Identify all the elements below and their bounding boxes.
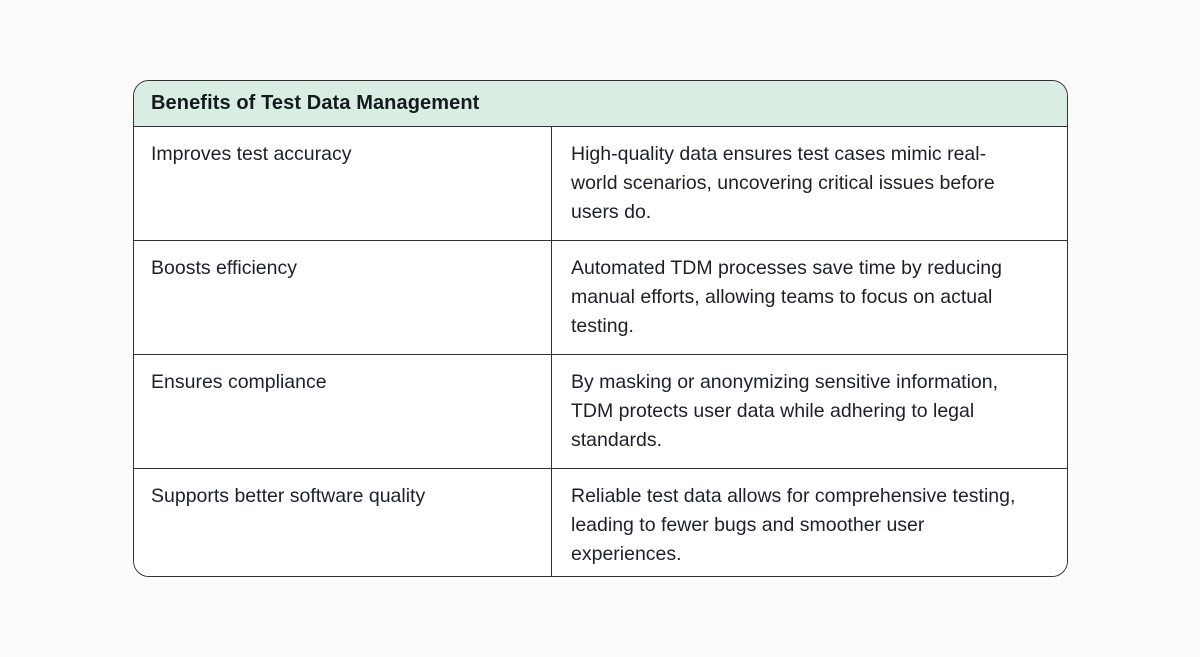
table-title: Benefits of Test Data Management: [134, 81, 1067, 127]
benefit-description-cell: By masking or anonymizing sensitive info…: [571, 371, 999, 451]
benefit-description-cell: Reliable test data allows for comprehens…: [571, 485, 1016, 565]
benefit-description-cell: High-quality data ensures test cases mim…: [571, 143, 995, 223]
benefit-name-cell: Supports better software quality: [134, 469, 552, 576]
table-row: Ensures compliance By masking or anonymi…: [134, 355, 1067, 469]
table-row: Supports better software quality Reliabl…: [134, 469, 1067, 576]
benefit-name-cell: Improves test accuracy: [134, 127, 552, 240]
benefits-table: Benefits of Test Data Management Improve…: [133, 80, 1068, 577]
table-row: Boosts efficiency Automated TDM processe…: [134, 241, 1067, 355]
table-body: Improves test accuracy High-quality data…: [134, 127, 1067, 576]
benefit-name-cell: Ensures compliance: [134, 355, 552, 468]
benefit-description-cell: Automated TDM processes save time by red…: [571, 257, 1002, 337]
benefit-name-cell: Boosts efficiency: [134, 241, 552, 354]
table-row: Improves test accuracy High-quality data…: [134, 127, 1067, 241]
